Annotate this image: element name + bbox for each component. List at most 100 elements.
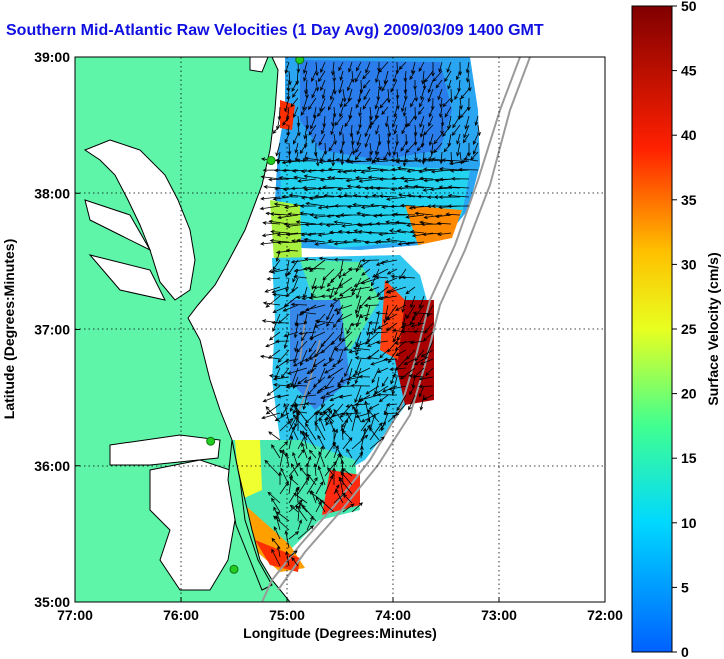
velocity-arrow — [308, 449, 317, 459]
velocity-arrow — [338, 277, 353, 287]
velocity-arrow — [366, 295, 380, 300]
velocity-arrow — [383, 70, 389, 85]
velocity-arrow — [329, 295, 344, 308]
velocity-arrow — [459, 97, 463, 110]
velocity-arrow — [390, 213, 407, 217]
velocity-arrow — [273, 506, 281, 522]
velocity-arrow — [338, 394, 353, 399]
velocity-arrow — [335, 157, 353, 162]
velocity-arrow — [318, 70, 326, 83]
velocity-arrow — [285, 277, 290, 293]
velocity-arrow — [344, 115, 353, 128]
velocity-arrow — [306, 515, 314, 531]
velocity-arrow — [419, 394, 425, 411]
velocity-arrow — [336, 304, 344, 316]
velocity-arrow — [347, 267, 362, 271]
velocity-arrow — [264, 459, 281, 477]
velocity-arrow — [354, 358, 362, 375]
velocity-arrow — [305, 115, 310, 130]
velocity-arrow — [296, 410, 301, 432]
velocity-arrow — [394, 220, 416, 225]
velocity-arrow — [384, 277, 398, 284]
velocity-arrow — [307, 473, 317, 486]
velocity-arrow — [348, 106, 353, 120]
velocity-arrow — [280, 367, 290, 379]
velocity-arrow — [375, 70, 380, 83]
velocity-arrow — [460, 88, 470, 100]
velocity-arrow — [355, 340, 371, 348]
velocity-arrow — [462, 133, 470, 144]
velocity-arrow — [387, 124, 392, 138]
velocity-arrow — [394, 340, 416, 345]
velocity-arrow — [338, 286, 353, 297]
velocity-arrow — [315, 496, 326, 513]
velocity-arrow — [362, 70, 371, 80]
velocity-arrow — [401, 295, 407, 313]
velocity-arrow — [309, 213, 326, 217]
velocity-arrow — [284, 452, 290, 468]
velocity-arrow — [342, 239, 362, 244]
velocity-arrow — [364, 400, 371, 423]
velocity-arrow — [387, 142, 392, 157]
velocity-arrow — [259, 354, 281, 360]
velocity-arrow — [272, 376, 290, 381]
velocity-arrow — [285, 385, 299, 389]
velocity-arrow — [396, 166, 416, 171]
velocity-arrow — [385, 313, 398, 321]
velocity-arrow — [456, 133, 461, 145]
velocity-arrow — [410, 322, 425, 328]
velocity-arrow — [289, 403, 308, 408]
velocity-arrow — [279, 481, 289, 495]
velocity-arrow — [369, 436, 385, 450]
velocity-arrow — [302, 97, 308, 111]
velocity-arrow — [301, 331, 308, 342]
velocity-arrow — [364, 133, 371, 148]
velocity-arrow — [296, 115, 301, 127]
velocity-arrow — [297, 394, 317, 399]
velocity-arrow — [398, 61, 407, 70]
y-tick-label: 38:00 — [34, 185, 70, 201]
velocity-arrow — [295, 505, 308, 522]
velocity-arrow — [299, 467, 308, 477]
velocity-arrow — [305, 433, 317, 450]
velocity-arrow — [297, 504, 301, 522]
velocity-arrow — [305, 422, 317, 441]
velocity-arrow — [343, 97, 353, 108]
velocity-arrow — [463, 124, 470, 139]
velocity-arrow — [298, 331, 317, 336]
velocity-arrow — [391, 176, 407, 181]
velocity-arrow — [279, 441, 289, 450]
velocity-arrow — [272, 124, 281, 135]
velocity-arrow — [388, 229, 407, 234]
velocity-arrow — [352, 202, 371, 207]
velocity-arrow — [303, 267, 317, 271]
velocity-arrow — [284, 97, 290, 113]
velocity-arrow — [386, 268, 398, 275]
velocity-arrow — [291, 79, 299, 93]
velocity-arrow — [365, 61, 371, 74]
velocity-arrow — [351, 408, 359, 432]
velocity-arrow — [409, 70, 416, 81]
velocity-arrow — [304, 257, 317, 262]
velocity-arrow — [395, 88, 400, 100]
velocity-arrow — [297, 519, 303, 531]
velocity-arrow — [318, 256, 335, 261]
field-north-inner — [300, 60, 452, 160]
velocity-arrow — [297, 525, 315, 540]
velocity-arrow — [272, 304, 290, 313]
velocity-arrow — [311, 286, 317, 298]
velocity-arrow — [276, 115, 281, 131]
velocity-arrow — [336, 313, 353, 322]
velocity-arrow — [334, 115, 344, 126]
velocity-arrow — [312, 106, 317, 119]
velocity-arrow — [331, 115, 335, 127]
velocity-arrow — [346, 204, 362, 209]
velocity-arrow — [332, 427, 336, 450]
velocity-arrow — [287, 142, 292, 156]
velocity-arrow — [454, 88, 461, 101]
velocity-arrow — [438, 61, 443, 73]
velocity-arrow — [319, 168, 335, 173]
velocity-arrow — [414, 88, 419, 102]
velocity-vectors — [259, 61, 481, 567]
